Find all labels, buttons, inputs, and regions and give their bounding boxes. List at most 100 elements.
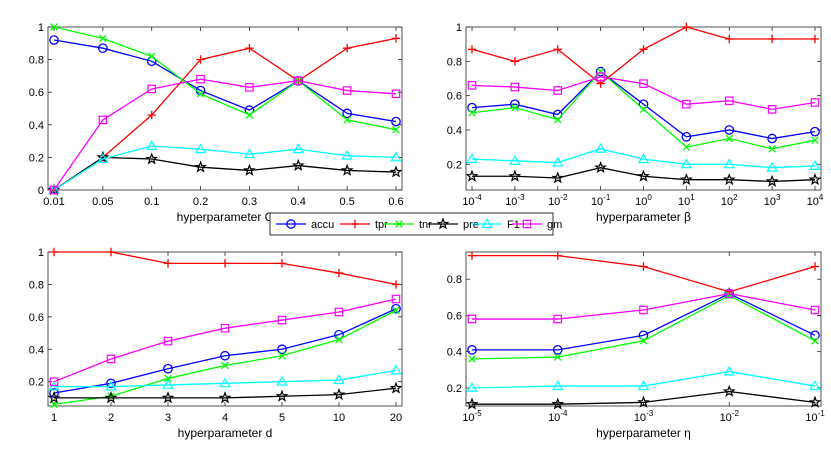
x-tick-label: 10-1 (805, 409, 825, 424)
data-point-F1 (105, 380, 117, 391)
data-point-F1 (723, 365, 735, 376)
data-point-F1 (390, 151, 402, 162)
data-point-F1 (341, 149, 353, 160)
data-point-accu (391, 116, 401, 127)
data-point-gm (391, 89, 401, 99)
data-point-gm (682, 99, 691, 109)
data-point-gm (49, 377, 59, 386)
data-point-tnr (553, 115, 562, 124)
data-point-tpr (810, 262, 820, 271)
data-point-gm (106, 354, 116, 364)
data-point-tpr (334, 268, 344, 278)
x-tick-label: 4 (222, 412, 228, 424)
data-point-gm (98, 115, 108, 125)
data-point-pre (551, 171, 565, 184)
series-line-pre (472, 167, 816, 183)
data-point-pre (145, 152, 159, 165)
data-point-pre (465, 169, 479, 182)
data-point-gm (596, 72, 605, 82)
x-tick-label: 10-4 (548, 409, 568, 424)
y-tick-label: 0.2 (29, 377, 44, 389)
y-tick-label: 1 (38, 247, 44, 259)
series-pre (465, 384, 822, 410)
data-point-tpr (467, 251, 477, 260)
legend-entry-F1: F1 (472, 218, 520, 231)
data-point-pre (104, 391, 118, 404)
x-tick-label: 0.01 (43, 196, 64, 208)
series-line-tpr (53, 37, 397, 191)
data-point-tnr (639, 105, 648, 114)
data-point-pre (808, 172, 822, 186)
series-line-pre (53, 156, 397, 191)
series-gm (49, 74, 401, 195)
series-line-gm (53, 298, 397, 383)
x-axis-label: hyperparameter η (596, 426, 691, 440)
y-tick-label: 1 (38, 22, 44, 34)
series-line-accu (53, 308, 397, 394)
series-line-F1 (471, 370, 816, 389)
data-point-tnr (725, 134, 734, 143)
data-point-gm (277, 315, 287, 325)
data-point-tpr (49, 247, 59, 257)
legend-entry-pre: pre (428, 217, 479, 231)
y-tick-label: 0.6 (447, 310, 462, 322)
data-point-accu (638, 99, 649, 110)
legend-entry-tnr: tnr (384, 219, 432, 231)
y-tick-label: 0.4 (29, 344, 44, 356)
y-tick-label: 1 (456, 22, 462, 34)
data-point-pre (389, 165, 403, 178)
x-tick-label: 20 (390, 412, 402, 424)
series-line-gm (471, 76, 816, 111)
data-point-pre (275, 389, 289, 402)
series-line-gm (472, 293, 816, 320)
x-tick-label: 101 (678, 193, 695, 208)
series-tpr (467, 251, 820, 297)
data-point-tpr (391, 34, 401, 43)
data-point-tpr (342, 43, 352, 53)
data-point-accu (467, 344, 477, 355)
y-tick-label: 0.8 (29, 55, 44, 67)
data-point-tnr (468, 108, 476, 117)
x-tick-label: 3 (165, 412, 171, 424)
data-point-gm (147, 84, 157, 94)
data-point-accu (467, 102, 477, 113)
data-point-accu (552, 344, 563, 355)
data-point-tnr (768, 145, 776, 153)
series-F1 (466, 142, 821, 172)
x-tick-label: 10-1 (591, 193, 611, 208)
data-point-tnr (196, 90, 205, 98)
data-point-tnr (343, 116, 351, 124)
data-point-gm (639, 305, 648, 315)
data-point-pre (508, 169, 522, 182)
series-line-F1 (54, 369, 397, 388)
data-point-pre (291, 158, 305, 171)
legend-label-tnr: tnr (419, 219, 432, 231)
x-tick-label: 0.3 (242, 196, 257, 208)
data-point-tnr (392, 125, 400, 134)
data-point-gm (391, 294, 401, 304)
data-point-F1 (809, 160, 821, 170)
data-point-tpr (220, 259, 230, 268)
x-tick-label: 10-2 (720, 409, 740, 424)
data-point-accu (49, 388, 59, 398)
data-point-tnr (99, 34, 107, 43)
x-tick-label: 100 (635, 193, 652, 208)
data-point-gm (334, 307, 344, 317)
data-point-gm (196, 74, 205, 84)
y-tick-label: 0.6 (447, 91, 462, 103)
subplot-4: 0.2 0.4 0.6 0.8 10-5 10-4 10-3 10-2 10-1 hyperpar… (447, 251, 825, 440)
data-point-tnr (278, 351, 286, 360)
data-point-F1 (276, 375, 288, 386)
data-point-accu (342, 108, 352, 119)
legend-swatch-tnr (384, 220, 414, 228)
data-point-gm (810, 98, 820, 107)
data-point-tpr (639, 45, 648, 54)
data-point-accu (391, 303, 401, 314)
x-tick-label: 0.6 (388, 196, 403, 208)
data-point-tnr (468, 355, 476, 363)
data-point-tnr (811, 136, 819, 145)
data-point-pre (551, 397, 565, 410)
series-line-accu (471, 70, 816, 140)
data-point-gm (467, 314, 477, 324)
